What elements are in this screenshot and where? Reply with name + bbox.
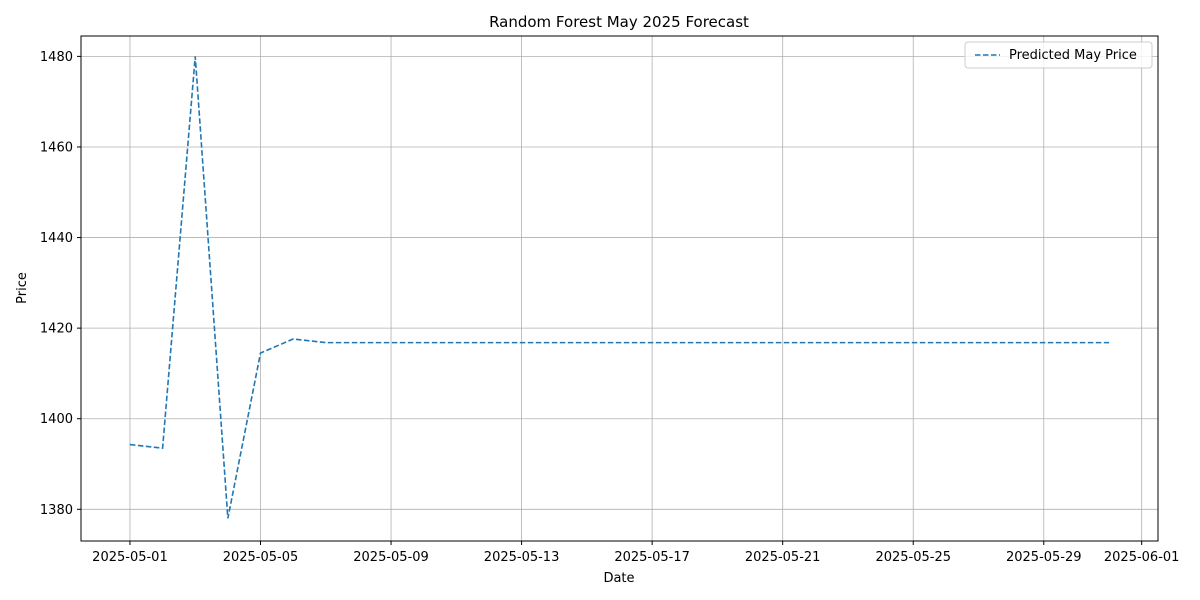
- data-point: [912, 341, 915, 344]
- data-point: [618, 341, 621, 344]
- x-tick-label: 2025-05-09: [353, 550, 429, 565]
- y-tick-label: 1460: [40, 140, 73, 155]
- series-line-predicted-may-price: [129, 56, 1110, 519]
- x-tick-label: 2025-05-17: [614, 550, 690, 565]
- data-point: [944, 341, 947, 344]
- data-point: [487, 341, 490, 344]
- x-tick-label: 2025-05-13: [484, 550, 560, 565]
- data-point: [422, 341, 425, 344]
- data-point: [1075, 341, 1078, 344]
- legend-label: Predicted May Price: [1009, 48, 1137, 63]
- data-point: [879, 341, 882, 344]
- y-tick-label: 1480: [40, 50, 73, 65]
- data-point: [259, 352, 262, 355]
- data-point: [781, 341, 784, 344]
- data-point: [390, 341, 393, 344]
- x-tick-label: 2025-06-01: [1104, 550, 1180, 565]
- data-point: [128, 443, 131, 446]
- y-tick-label: 1400: [40, 412, 73, 427]
- data-point: [846, 341, 849, 344]
- data-point: [749, 341, 752, 344]
- legend-box: [964, 41, 1153, 69]
- x-tick-label: 2025-05-29: [1006, 550, 1082, 565]
- data-point: [553, 341, 556, 344]
- axes-frame: [80, 35, 1159, 542]
- data-point: [977, 341, 980, 344]
- x-tick-label: 2025-05-25: [875, 550, 951, 565]
- data-point: [1010, 341, 1013, 344]
- y-axis-ticks: 1380 1400 1420 1440 1460 1480: [40, 50, 81, 518]
- data-point: [324, 341, 327, 344]
- data-point: [1042, 341, 1045, 344]
- data-point: [357, 341, 360, 344]
- data-point: [1108, 341, 1111, 344]
- x-tick-label: 2025-05-01: [92, 550, 168, 565]
- data-point: [161, 447, 164, 450]
- x-axis-title: Date: [603, 571, 634, 586]
- y-axis-title: Price: [15, 272, 30, 304]
- data-point: [226, 517, 229, 520]
- grid: [81, 36, 1158, 541]
- series-layer: [128, 55, 1111, 520]
- data-point: [585, 341, 588, 344]
- data-point: [814, 341, 817, 344]
- data-point: [194, 55, 197, 58]
- x-tick-label: 2025-05-05: [223, 550, 299, 565]
- x-axis-ticks: 2025-05-01 2025-05-05 2025-05-09 2025-05-13…: [92, 541, 1179, 565]
- x-tick-label: 2025-05-21: [745, 550, 821, 565]
- data-point: [292, 338, 295, 341]
- chart-title: Random Forest May 2025 Forecast: [489, 13, 749, 31]
- y-tick-label: 1420: [40, 322, 73, 337]
- data-point: [683, 341, 686, 344]
- y-tick-label: 1380: [40, 503, 73, 518]
- data-point: [651, 341, 654, 344]
- data-point: [716, 341, 719, 344]
- y-tick-label: 1440: [40, 231, 73, 246]
- data-point: [520, 341, 523, 344]
- data-point: [455, 341, 458, 344]
- legend: Predicted May Price: [964, 41, 1153, 69]
